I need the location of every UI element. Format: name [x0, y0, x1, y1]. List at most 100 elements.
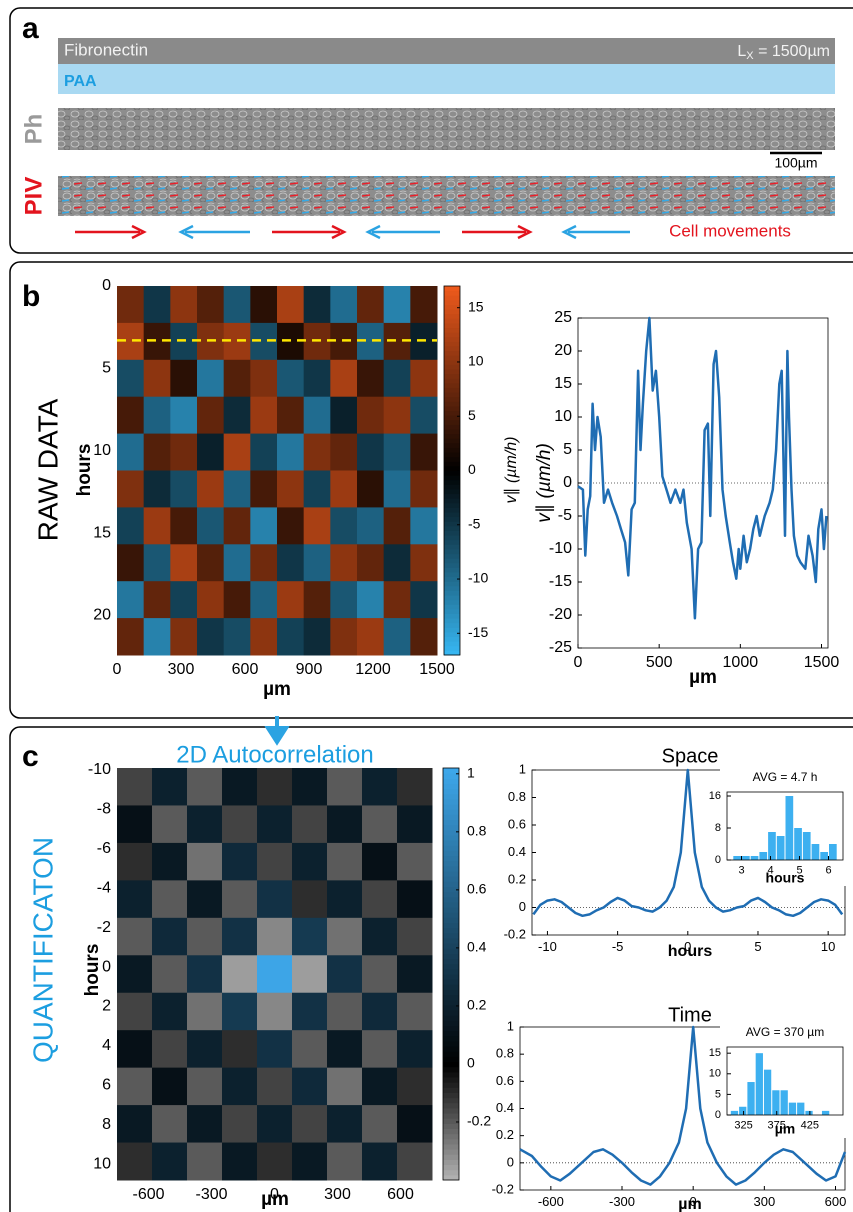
heatmap-cell	[257, 842, 293, 881]
colorbar-strip	[444, 387, 460, 393]
colorbar-strip	[443, 819, 459, 826]
y-tick-label: 0.6	[496, 1073, 514, 1088]
colorbar-strip	[443, 999, 459, 1006]
fibronectin-strip	[58, 38, 835, 64]
arrow-right	[75, 224, 147, 240]
heatmap-cell	[383, 507, 411, 545]
heatmap-cell	[357, 544, 385, 582]
colorbar-strip	[444, 645, 460, 651]
colorbar-strip	[443, 943, 459, 949]
colorbar-label: v∥ (µm/h)	[503, 437, 520, 504]
colorbar-strip	[444, 318, 460, 324]
heatmap-cell	[152, 1030, 188, 1069]
x-tick-label: 1200	[355, 661, 391, 678]
heatmap-cell	[250, 359, 278, 398]
colorbar-strip	[444, 456, 460, 462]
heatmap-cell	[187, 955, 223, 994]
heatmap-cell	[117, 470, 145, 508]
heatmap-cell	[362, 880, 398, 919]
heatmap-cell	[277, 581, 305, 619]
colorbar-strip	[443, 937, 459, 944]
colorbar-strip	[443, 968, 459, 975]
heatmap-cell	[143, 544, 171, 582]
heatmap-cell	[257, 1067, 293, 1106]
y-tick-label: 10	[93, 442, 111, 459]
colorbar-strip	[443, 814, 459, 820]
colorbar-strip	[444, 502, 460, 508]
heatmap-cell	[250, 544, 278, 582]
heatmap-cell	[362, 768, 398, 806]
heatmap-cell	[222, 1030, 258, 1069]
heatmap-cell	[117, 992, 153, 1031]
y-tick-label: -10	[88, 761, 111, 778]
colorbar-strip	[443, 768, 459, 774]
x-tick-label: 0	[684, 939, 691, 954]
heatmap-cell	[143, 433, 171, 471]
heatmap-cell	[327, 917, 363, 956]
y-tick-label: -2	[97, 919, 111, 936]
x-tick-label: 300	[753, 1194, 775, 1209]
heatmap-cell	[152, 1142, 188, 1181]
colorbar-strip	[443, 917, 459, 923]
y-tick-label: 15	[93, 524, 111, 541]
heatmap-cell	[117, 880, 153, 919]
colorbar-strip	[443, 855, 459, 862]
colorbar-strip	[443, 850, 459, 857]
heatmap-cell	[223, 396, 251, 435]
heatmap-cell	[397, 917, 433, 956]
heatmap-cell	[143, 396, 171, 435]
y-tick-label: -10	[549, 540, 572, 557]
histogram-bar	[829, 844, 837, 860]
colorbar-strip	[444, 539, 460, 545]
heatmap-cell	[397, 1105, 433, 1144]
heatmap-cell	[117, 1105, 153, 1144]
heatmap-cell	[143, 470, 171, 508]
y-tick-label: 8	[102, 1116, 111, 1133]
x-tick-label: -300	[609, 1194, 635, 1209]
colorbar-tick-label: 5	[468, 407, 476, 423]
heatmap-cell	[362, 805, 398, 844]
x-tick-label: 900	[296, 661, 323, 678]
heatmap-cell	[383, 286, 411, 324]
colorbar-strip	[443, 1118, 459, 1124]
colorbar-strip	[443, 927, 459, 934]
colorbar-strip	[443, 1169, 459, 1176]
colorbar-strip	[444, 636, 460, 642]
y-axis-label: hours	[82, 944, 103, 997]
colorbar-strip	[443, 974, 459, 980]
arrow-right	[272, 224, 347, 240]
colorbar-strip	[444, 585, 460, 591]
colorbar-strip	[444, 369, 460, 375]
heatmap-cell	[223, 581, 251, 619]
heatmap-cell	[257, 955, 293, 994]
colorbar-strip	[444, 650, 460, 656]
y-tick-label: 0	[563, 474, 572, 491]
movement-arrows	[75, 224, 630, 240]
y-tick-label: 0	[102, 958, 111, 975]
colorbar-strip	[443, 989, 459, 996]
heatmap-cell	[152, 880, 188, 919]
colorbar-strip	[443, 1077, 459, 1083]
colorbar-strip	[443, 1102, 459, 1109]
colorbar-tick-label: 0.2	[467, 997, 487, 1013]
x-tick-label: 600	[232, 661, 259, 678]
heatmap-cell	[327, 1030, 363, 1069]
heatmap-cell	[117, 433, 145, 471]
x-tick-label: 3	[738, 865, 744, 877]
colorbar-strip	[444, 470, 460, 476]
heatmap-cell	[117, 1142, 153, 1181]
colorbar-strip	[443, 1143, 459, 1150]
heatmap-cell	[170, 470, 198, 508]
y-tick-label: -25	[549, 639, 572, 656]
colorbar-strip	[444, 608, 460, 614]
colorbar-tick-label: 10	[468, 353, 484, 369]
heatmap-cell	[170, 581, 198, 619]
colorbar-strip	[444, 327, 460, 333]
colorbar-strip	[443, 1133, 459, 1140]
arrow-left	[365, 224, 440, 240]
colorbar-strip	[443, 809, 459, 815]
heatmap-cell	[197, 470, 225, 508]
colorbar-strip	[444, 595, 460, 601]
fibronectin-label: Fibronectin	[64, 40, 148, 59]
colorbar-strip	[444, 322, 460, 329]
